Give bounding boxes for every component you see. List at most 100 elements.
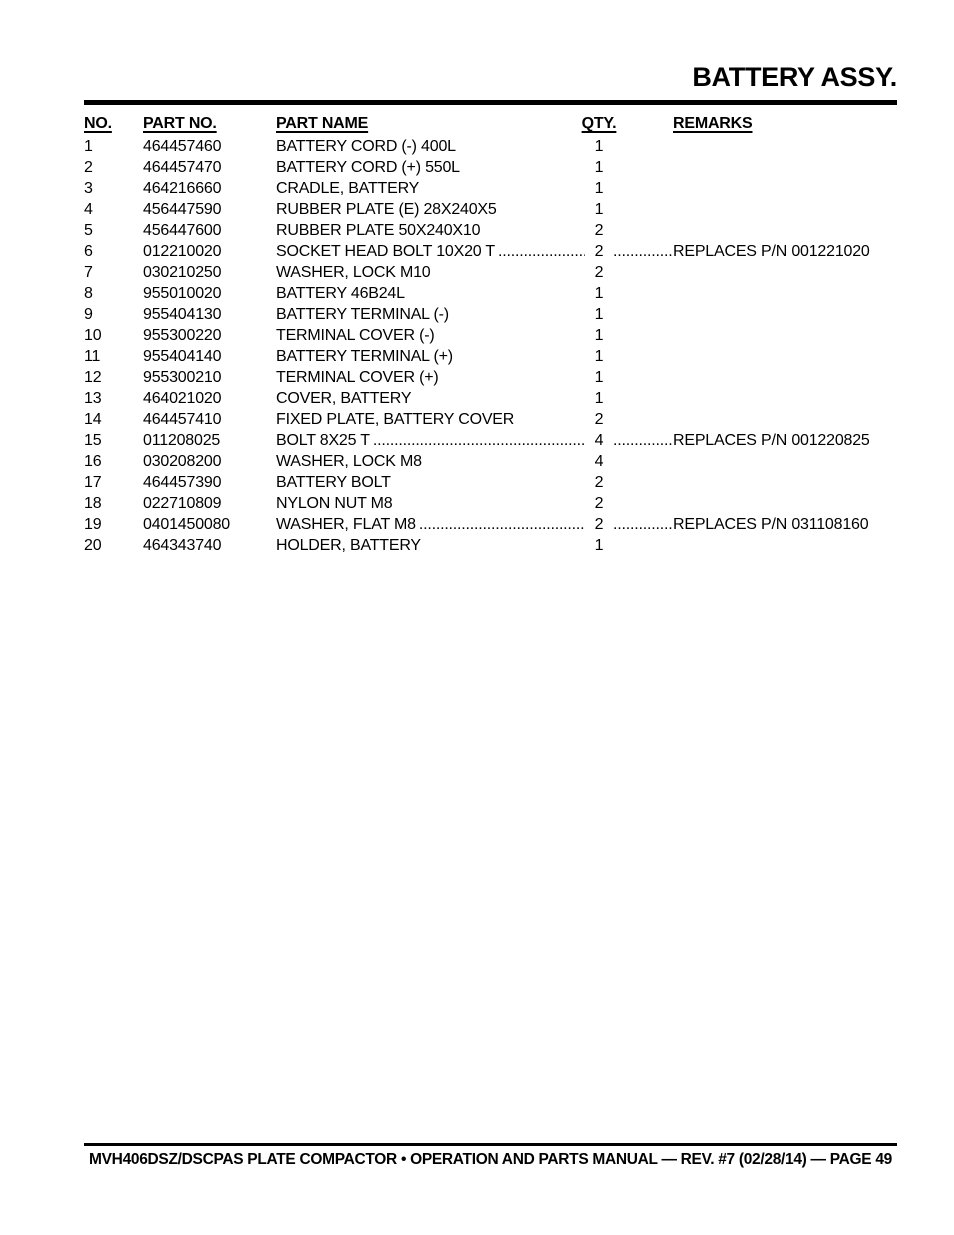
row-part-name: TERMINAL COVER (+) bbox=[276, 369, 439, 386]
row-part-name: WASHER, LOCK M10 bbox=[276, 264, 431, 281]
row-part-name-cell: BATTERY TERMINAL (+) bbox=[276, 346, 585, 367]
row-part-name-cell: WASHER, LOCK M8 bbox=[276, 451, 585, 472]
row-no: 1 bbox=[84, 138, 93, 155]
row-part-no: 456447600 bbox=[143, 222, 222, 239]
table-row: 6 012210020 SOCKET HEAD BOLT 10X20 T ...… bbox=[0, 241, 954, 262]
leader-dots: ........................................ bbox=[613, 516, 673, 533]
row-part-name-cell: BATTERY CORD (-) 400L bbox=[276, 136, 585, 157]
row-part-name-cell: CRADLE, BATTERY bbox=[276, 178, 585, 199]
row-part-no: 955010020 bbox=[143, 285, 222, 302]
col-header-qty: QTY. bbox=[577, 113, 621, 134]
table-row: 13 464021020 COVER, BATTERY 1 bbox=[0, 388, 954, 409]
row-no: 12 bbox=[84, 369, 102, 386]
row-remarks: REPLACES P/N 001221020 bbox=[673, 243, 870, 260]
row-part-name: RUBBER PLATE (E) 28X240X5 bbox=[276, 201, 497, 218]
row-part-no: 011208025 bbox=[143, 432, 221, 449]
table-row: 10 955300220 TERMINAL COVER (-) 1 bbox=[0, 325, 954, 346]
header-rule bbox=[84, 100, 897, 105]
row-no: 15 bbox=[84, 432, 102, 449]
row-no: 11 bbox=[84, 348, 101, 365]
row-no: 3 bbox=[84, 180, 93, 197]
row-part-name: WASHER, LOCK M8 bbox=[276, 453, 422, 470]
row-qty: 4 bbox=[594, 432, 604, 449]
row-qty: 1 bbox=[594, 327, 604, 344]
row-remarks: REPLACES P/N 031108160 bbox=[673, 516, 869, 533]
row-part-name-cell: FIXED PLATE, BATTERY COVER bbox=[276, 409, 585, 430]
row-no: 17 bbox=[84, 474, 102, 491]
row-no: 6 bbox=[84, 243, 93, 260]
row-part-no: 955404140 bbox=[143, 348, 222, 365]
row-part-name: SOCKET HEAD BOLT 10X20 T bbox=[276, 243, 495, 260]
row-part-name: BATTERY 46B24L bbox=[276, 285, 405, 302]
col-header-no-label: NO. bbox=[84, 115, 112, 132]
row-qty: 2 bbox=[594, 495, 604, 512]
row-part-name-cell: BOLT 8X25 T ............................… bbox=[276, 430, 585, 451]
row-no: 5 bbox=[84, 222, 93, 239]
row-part-no: 0401450080 bbox=[143, 516, 230, 533]
row-part-name: FIXED PLATE, BATTERY COVER bbox=[276, 411, 515, 428]
row-qty: 2 bbox=[594, 222, 604, 239]
parts-table: NO. PART NO. PART NAME QTY. REMARKS 1 46… bbox=[0, 112, 954, 556]
table-row: 20 464343740 HOLDER, BATTERY 1 bbox=[0, 535, 954, 556]
row-part-name: RUBBER PLATE 50X240X10 bbox=[276, 222, 481, 239]
table-row: 16 030208200 WASHER, LOCK M8 4 bbox=[0, 451, 954, 472]
row-part-name-cell: HOLDER, BATTERY bbox=[276, 535, 585, 556]
row-part-name-cell: SOCKET HEAD BOLT 10X20 T ...............… bbox=[276, 241, 585, 262]
row-part-name: CRADLE, BATTERY bbox=[276, 180, 420, 197]
parts-table-body: 1 464457460 BATTERY CORD (-) 400L 1 2 46… bbox=[0, 136, 954, 556]
row-part-name-cell: TERMINAL COVER (+) bbox=[276, 367, 585, 388]
col-header-part-no-label: PART NO. bbox=[143, 115, 217, 132]
row-part-no: 030208200 bbox=[143, 453, 222, 470]
col-header-part-name-label: PART NAME bbox=[276, 115, 369, 132]
row-no: 14 bbox=[84, 411, 102, 428]
row-part-name-cell: WASHER, FLAT M8 ........................… bbox=[276, 514, 585, 535]
row-part-no: 464457410 bbox=[143, 411, 222, 428]
row-part-name-cell: RUBBER PLATE 50X240X10 bbox=[276, 220, 585, 241]
row-part-no: 955300210 bbox=[143, 369, 222, 386]
row-part-no: 464343740 bbox=[143, 537, 222, 554]
row-qty: 2 bbox=[594, 264, 604, 281]
row-part-name-cell: NYLON NUT M8 bbox=[276, 493, 585, 514]
row-qty: 1 bbox=[594, 306, 604, 323]
row-no: 7 bbox=[84, 264, 93, 281]
leader-dots: ........................................… bbox=[372, 432, 585, 449]
row-remarks: REPLACES P/N 001220825 bbox=[673, 432, 870, 449]
row-no: 10 bbox=[84, 327, 102, 344]
row-qty: 1 bbox=[594, 201, 604, 218]
row-no: 9 bbox=[84, 306, 93, 323]
row-part-no: 955404130 bbox=[143, 306, 222, 323]
row-qty: 4 bbox=[594, 453, 604, 470]
col-header-qty-label: QTY. bbox=[581, 115, 617, 132]
table-row: 4 456447590 RUBBER PLATE (E) 28X240X5 1 bbox=[0, 199, 954, 220]
row-qty: 2 bbox=[594, 411, 604, 428]
table-row: 19 0401450080 WASHER, FLAT M8 ..........… bbox=[0, 514, 954, 535]
row-no: 4 bbox=[84, 201, 93, 218]
row-part-no: 030210250 bbox=[143, 264, 222, 281]
row-part-name-cell: BATTERY 46B24L bbox=[276, 283, 585, 304]
row-qty: 2 bbox=[594, 516, 604, 533]
row-no: 20 bbox=[84, 537, 102, 554]
row-no: 8 bbox=[84, 285, 93, 302]
row-qty: 1 bbox=[594, 285, 604, 302]
row-part-name: WASHER, FLAT M8 bbox=[276, 516, 416, 533]
table-row: 2 464457470 BATTERY CORD (+) 550L 1 bbox=[0, 157, 954, 178]
table-row: 15 011208025 BOLT 8X25 T ...............… bbox=[0, 430, 954, 451]
row-qty: 1 bbox=[594, 159, 604, 176]
table-row: 12 955300210 TERMINAL COVER (+) 1 bbox=[0, 367, 954, 388]
table-row: 14 464457410 FIXED PLATE, BATTERY COVER … bbox=[0, 409, 954, 430]
row-qty: 1 bbox=[594, 138, 604, 155]
col-header-remarks-label: REMARKS bbox=[673, 115, 753, 132]
row-no: 2 bbox=[84, 159, 93, 176]
row-part-name-cell: BATTERY CORD (+) 550L bbox=[276, 157, 585, 178]
col-header-part-no: PART NO. bbox=[143, 113, 276, 134]
row-part-name: BATTERY BOLT bbox=[276, 474, 391, 491]
leader-dots: ........................................… bbox=[418, 516, 585, 533]
table-row: 8 955010020 BATTERY 46B24L 1 bbox=[0, 283, 954, 304]
row-part-name: COVER, BATTERY bbox=[276, 390, 412, 407]
row-part-no: 464457390 bbox=[143, 474, 222, 491]
row-part-name-cell: TERMINAL COVER (-) bbox=[276, 325, 585, 346]
row-part-name-cell: COVER, BATTERY bbox=[276, 388, 585, 409]
row-part-no: 464457460 bbox=[143, 138, 222, 155]
row-part-name-cell: BATTERY BOLT bbox=[276, 472, 585, 493]
